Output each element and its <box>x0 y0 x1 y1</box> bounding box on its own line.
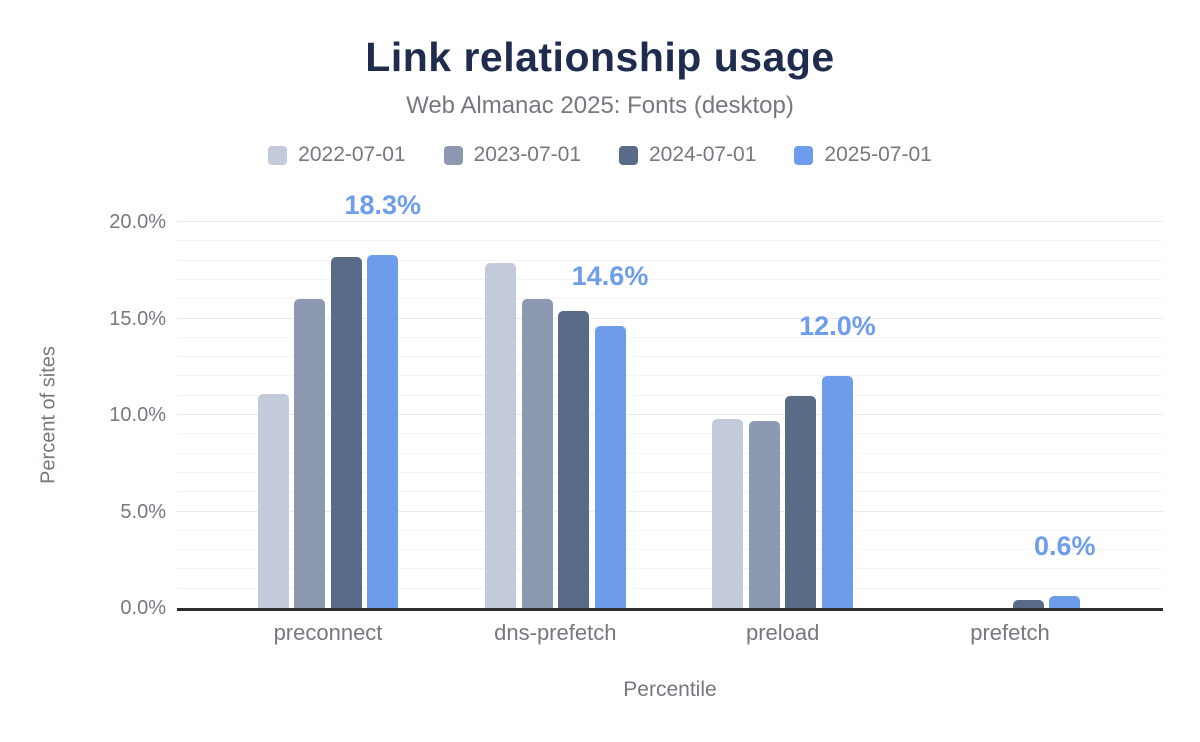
legend-label-2024-07-01: 2024-07-01 <box>649 143 757 166</box>
plot-area: 18.3% 14.6% 12.0% 0.6% <box>177 191 1163 611</box>
gridline <box>177 568 1163 570</box>
bar-preconnect-2025-07-01 <box>367 254 399 608</box>
legend-swatch-2025-07-01 <box>794 145 814 165</box>
gridline <box>177 278 1163 280</box>
data-label-prefetch: 0.6% <box>1033 531 1096 562</box>
x-tick-preconnect: preconnect <box>273 620 383 645</box>
bar-preload-2023-07-01 <box>748 420 780 608</box>
gridline <box>177 452 1163 454</box>
legend-item-2022-07-01: 2022-07-01 <box>268 143 406 167</box>
gridline <box>177 394 1163 396</box>
legend-item-2023-07-01: 2023-07-01 <box>443 143 581 167</box>
gridline <box>177 375 1163 377</box>
bar-dns-prefetch-2022-07-01 <box>485 262 517 608</box>
bar-preconnect-2022-07-01 <box>257 393 289 608</box>
bar-prefetch-2024-07-01 <box>1012 600 1044 608</box>
bar-dns-prefetch-2025-07-01 <box>594 326 626 608</box>
gridline <box>177 491 1163 493</box>
gridline <box>177 298 1163 300</box>
data-label-preload: 12.0% <box>799 311 876 342</box>
legend-label-2025-07-01: 2025-07-01 <box>824 143 932 166</box>
gridline <box>177 240 1163 242</box>
x-axis-line <box>177 608 1163 611</box>
x-tick-dns-prefetch: dns-prefetch <box>494 620 617 645</box>
bar-preconnect-2024-07-01 <box>330 256 362 608</box>
bar-dns-prefetch-2024-07-01 <box>558 310 590 608</box>
bar-prefetch-2025-07-01 <box>1049 596 1081 608</box>
bar-preload-2025-07-01 <box>821 376 853 608</box>
legend-swatch-2022-07-01 <box>268 145 288 165</box>
gridline <box>177 356 1163 358</box>
y-tick-20.0%: 20.0% <box>109 211 166 233</box>
legend-swatch-2024-07-01 <box>619 145 638 165</box>
y-tick-0.0%: 0.0% <box>120 597 166 619</box>
legend-label-2023-07-01: 2023-07-01 <box>473 143 581 166</box>
legend-item-2025-07-01: 2025-07-01 <box>794 143 932 167</box>
chart-subtitle: Web Almanac 2025: Fonts (desktop) <box>406 92 794 119</box>
gridline <box>177 529 1163 531</box>
bar-preconnect-2023-07-01 <box>294 299 326 608</box>
chart-title: Link relationship usage <box>365 34 835 80</box>
gridline <box>177 259 1163 261</box>
legend-swatch-2023-07-01 <box>443 145 463 165</box>
legend-label-2022-07-01: 2022-07-01 <box>298 143 406 166</box>
gridline <box>177 221 1163 222</box>
x-axis-title: Percentile <box>623 678 717 701</box>
gridline <box>177 317 1163 319</box>
gridline <box>177 549 1163 551</box>
gridline <box>177 587 1163 589</box>
x-tick-preload: preload <box>745 620 820 645</box>
bar-preload-2024-07-01 <box>785 395 817 608</box>
gridline <box>177 336 1163 338</box>
gridline <box>177 433 1163 435</box>
legend-item-2024-07-01: 2024-07-01 <box>619 143 756 167</box>
x-axis-ticks: preconnect dns-prefetch preload prefetch <box>177 620 1163 650</box>
data-label-preconnect: 18.3% <box>344 189 422 220</box>
y-tick-5.0%: 5.0% <box>120 500 166 523</box>
y-tick-15.0%: 15.0% <box>109 307 166 330</box>
data-label-dns-prefetch: 14.6% <box>571 261 649 292</box>
gridline <box>177 510 1163 512</box>
bar-dns-prefetch-2023-07-01 <box>521 299 553 608</box>
gridline <box>177 471 1163 473</box>
y-axis-ticks: 0.0% 5.0% 10.0% 15.0% 20.0% <box>0 211 166 619</box>
gridline <box>177 414 1163 415</box>
x-tick-prefetch: prefetch <box>970 620 1050 645</box>
bar-preload-2022-07-01 <box>712 418 744 608</box>
y-tick-10.0%: 10.0% <box>109 404 166 426</box>
legend: 2022-07-01 2023-07-01 2024-07-01 2025-07-01 <box>0 143 1200 167</box>
